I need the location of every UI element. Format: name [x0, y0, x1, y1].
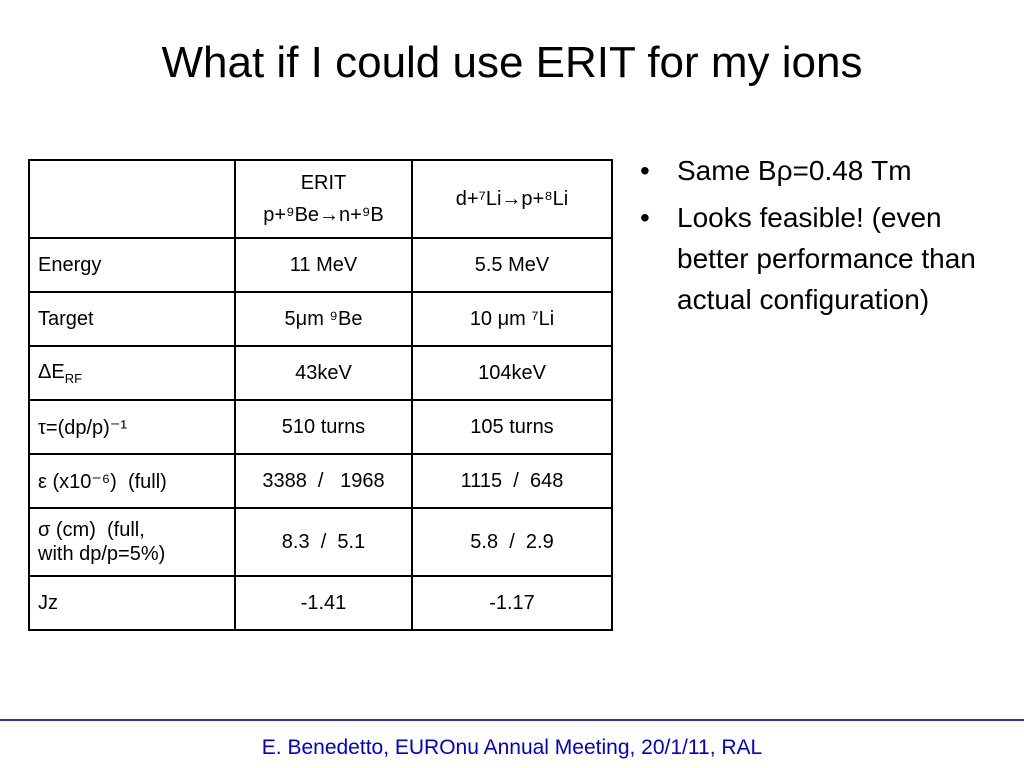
- data-table: ERIT p+⁹Be→n+⁹B d+⁷Li→p+⁸Li Energy 11 MeV 5.…: [28, 159, 613, 631]
- table-cell: 1115 / 648: [411, 453, 613, 509]
- table-row: ΔERF 43keV 104keV: [28, 345, 613, 401]
- table-cell: 8.3 / 5.1: [234, 507, 413, 577]
- bullet: Same Bρ=0.48 Tm: [640, 150, 1010, 191]
- slide-title: What if I could use ERIT for my ions: [161, 38, 863, 87]
- table-cell: -1.17: [411, 575, 613, 631]
- table-row: ε (x10⁻⁶) (full) 3388 / 1968 1115 / 648: [28, 453, 613, 509]
- header-row: ERIT p+⁹Be→n+⁹B d+⁷Li→p+⁸Li: [28, 159, 613, 239]
- table-cell: 5.8 / 2.9: [411, 507, 613, 577]
- footer-rule: [0, 719, 1024, 721]
- table-cell: 104keV: [411, 345, 613, 401]
- cell-subscript: RF: [64, 370, 83, 386]
- table-row: Target 5μm ⁹Be 10 μm ⁷Li: [28, 291, 613, 347]
- table-cell: ε (x10⁻⁶) (full): [28, 453, 236, 509]
- table-cell: σ (cm) (full, with dp/p=5%): [28, 507, 236, 577]
- table-cell: 11 MeV: [234, 237, 413, 293]
- table-cell: 5μm ⁹Be: [234, 291, 413, 347]
- bullet: Looks feasible! (even better performance…: [640, 197, 1010, 320]
- table-cell: 10 μm ⁷Li: [411, 291, 613, 347]
- table-cell: -1.41: [234, 575, 413, 631]
- table-cell: τ=(dp/p)⁻¹: [28, 399, 236, 455]
- table-cell: 3388 / 1968: [234, 453, 413, 509]
- table-cell: [28, 159, 236, 239]
- table-cell: Jz: [28, 575, 236, 631]
- table-cell: 510 turns: [234, 399, 413, 455]
- table-cell: Target: [28, 291, 236, 347]
- table-row: σ (cm) (full, with dp/p=5%) 8.3 / 5.1 5.8 …: [28, 507, 613, 577]
- table-row: τ=(dp/p)⁻¹ 510 turns 105 turns: [28, 399, 613, 455]
- table-cell: 105 turns: [411, 399, 613, 455]
- table-cell: 43keV: [234, 345, 413, 401]
- table-cell: Energy: [28, 237, 236, 293]
- footer: E. Benedetto, EUROnu Annual Meeting, 20/…: [261, 736, 763, 759]
- cell-text: ΔE: [38, 360, 65, 383]
- table-row: Jz -1.41 -1.17: [28, 575, 613, 631]
- table-cell: d+⁷Li→p+⁸Li: [411, 159, 613, 239]
- table-cell: ΔERF: [28, 345, 236, 401]
- bullet-list: Same Bρ=0.48 Tm Looks feasible! (even bet…: [640, 150, 1010, 326]
- table-row: Energy 11 MeV 5.5 MeV: [28, 237, 613, 293]
- table-cell: ERIT p+⁹Be→n+⁹B: [234, 159, 413, 239]
- table-cell: 5.5 MeV: [411, 237, 613, 293]
